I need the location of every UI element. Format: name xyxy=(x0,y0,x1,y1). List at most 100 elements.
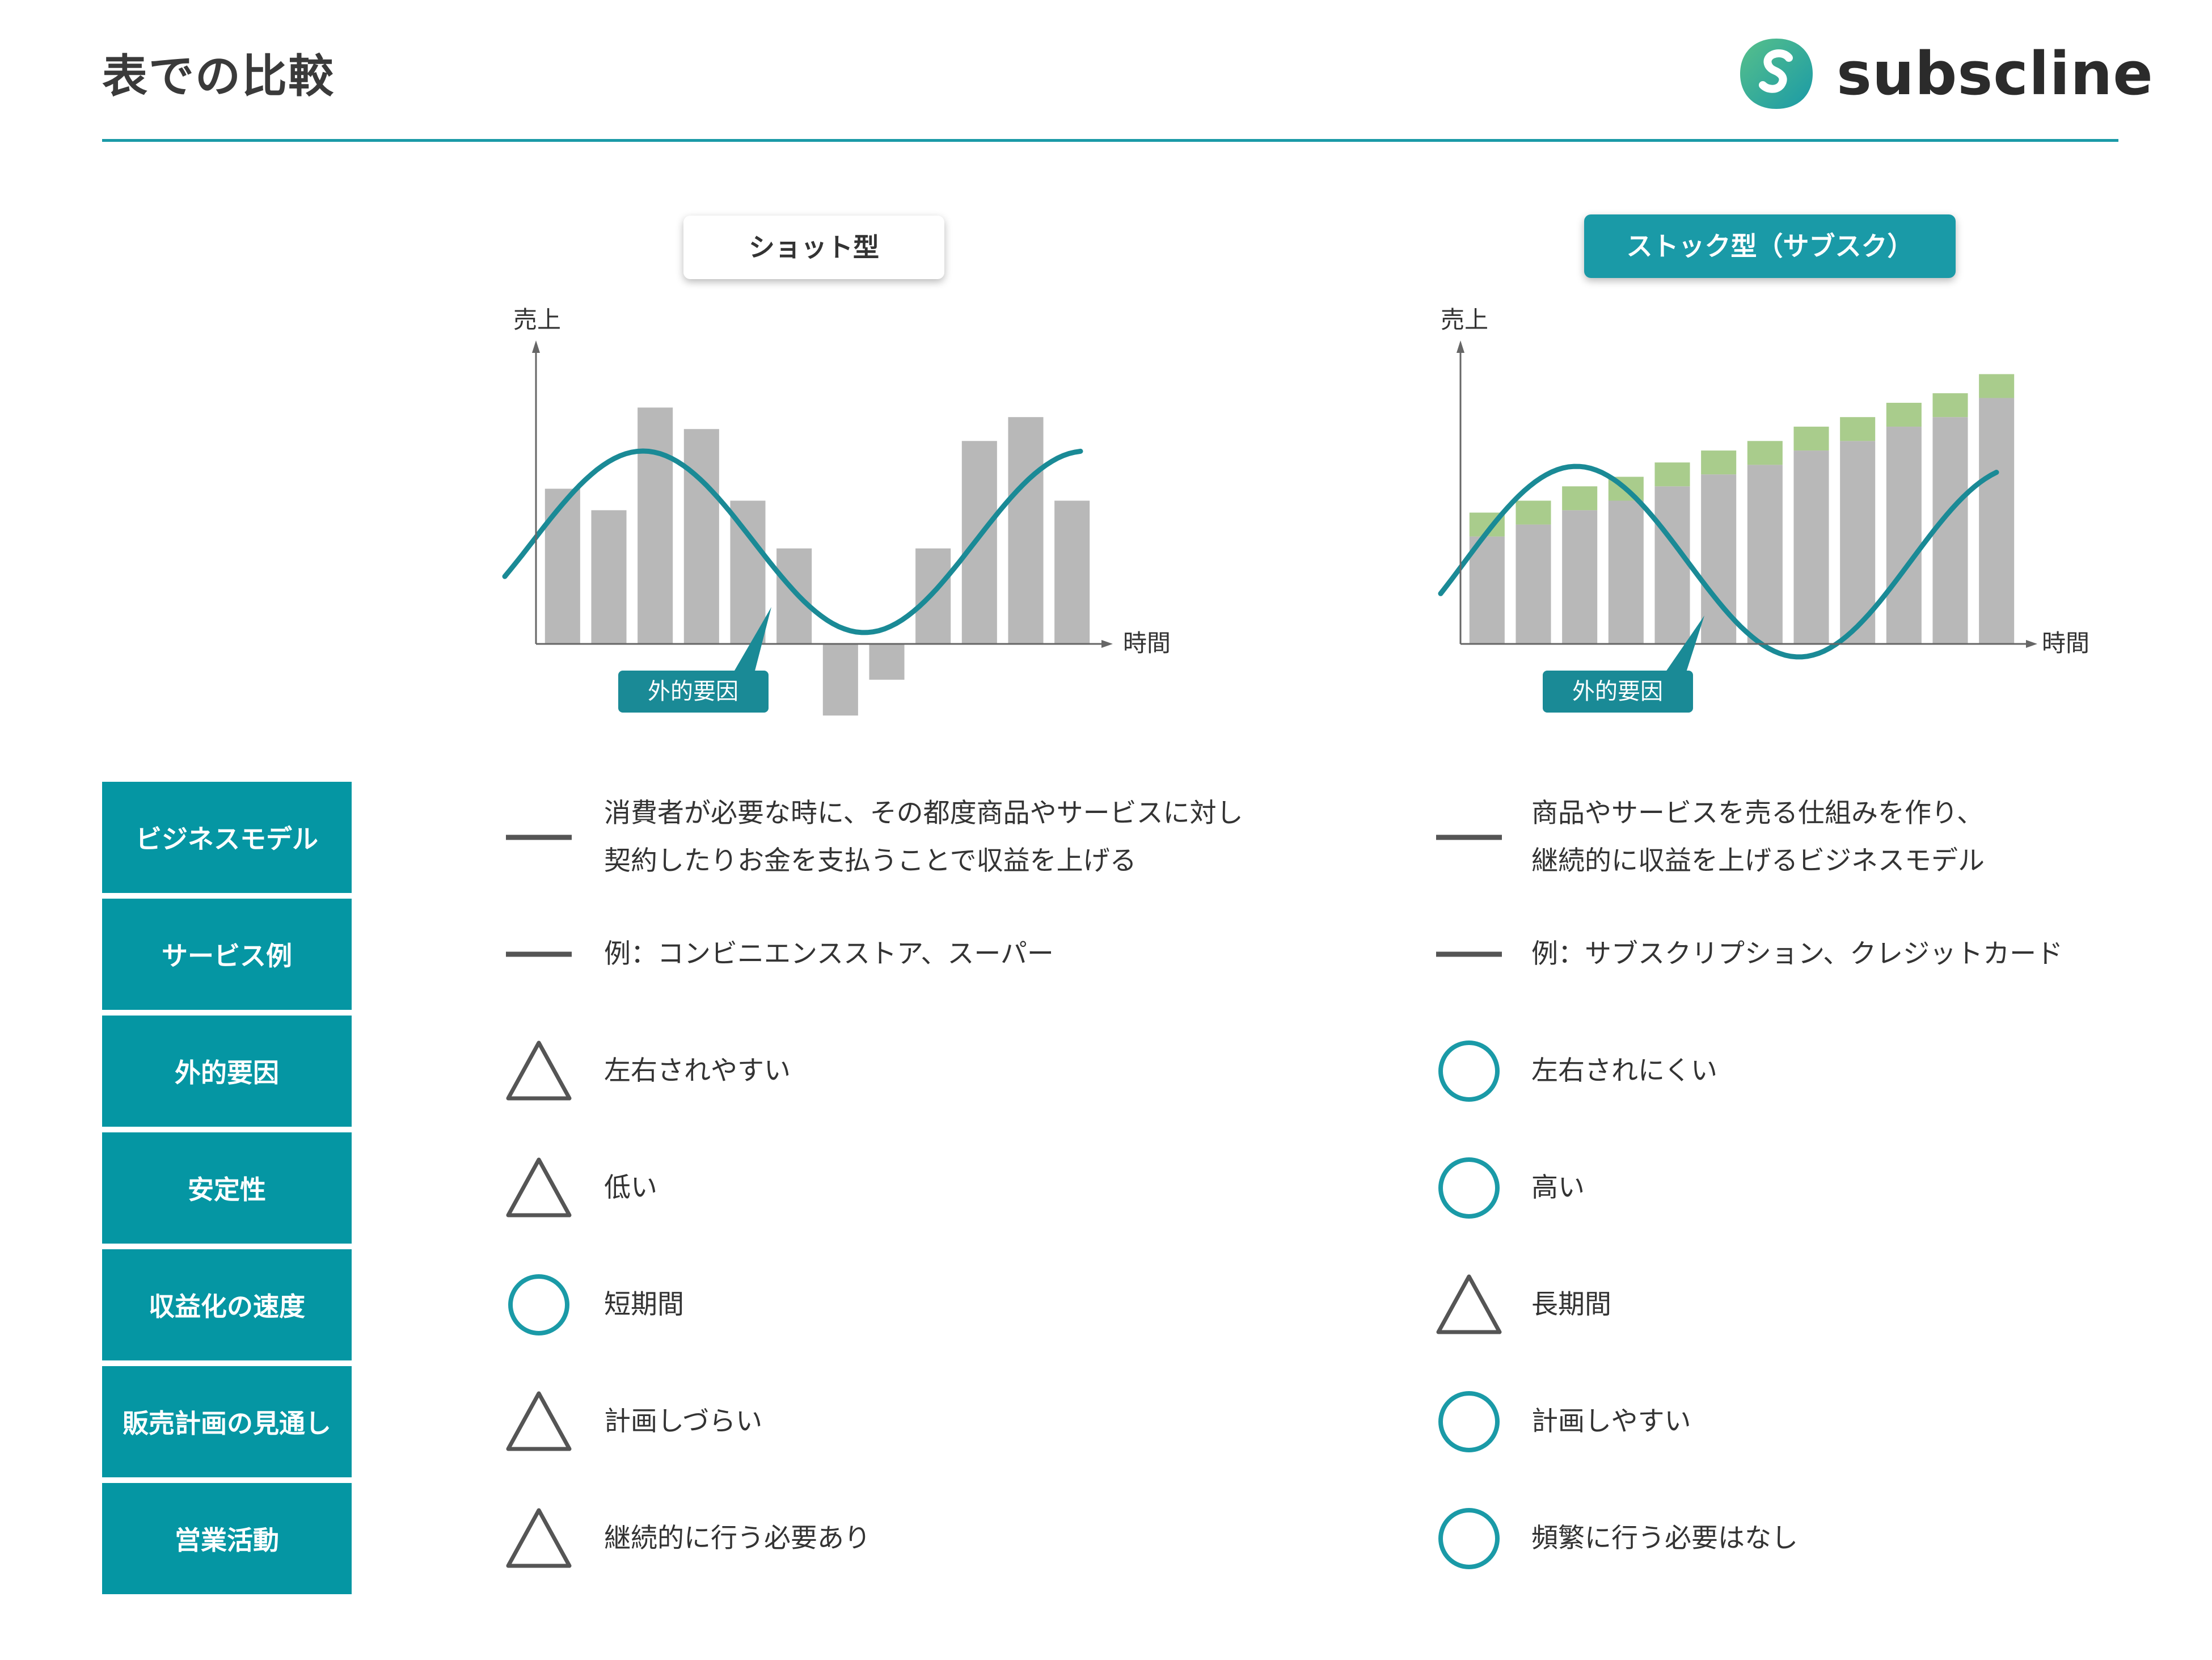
callout-box xyxy=(1543,671,1693,713)
stock-cell-text: 長期間 xyxy=(1531,1281,1611,1329)
shot-sales-chart: 売上 時間 外的要因 xyxy=(502,306,1171,716)
circle-icon xyxy=(1438,1508,1500,1569)
triangle-icon xyxy=(1436,1274,1502,1334)
bar-segment-top xyxy=(1886,402,1922,427)
bar-segment-top xyxy=(1701,450,1737,475)
circle-icon xyxy=(1438,1157,1500,1219)
bar xyxy=(683,429,719,644)
bar xyxy=(1054,500,1090,644)
shot-cell-text: 消費者が必要な時に、その都度商品やサービスに対し 契約したりお金を支払うことで収益… xyxy=(604,790,1243,885)
cell-line: 左右されやすい xyxy=(604,1055,791,1086)
bar xyxy=(1886,427,1922,644)
triangle-icon xyxy=(506,1040,572,1101)
row-label: 販売計画の見通し xyxy=(102,1366,352,1477)
x-axis-arrow xyxy=(1101,640,1113,648)
cell-line: 例：コンビニエンスストア、スーパー xyxy=(604,938,1054,970)
bar-segment-top xyxy=(1793,427,1829,451)
stock-cell-text: 商品やサービスを売る仕組みを作り、 継続的に収益を上げるビジネスモデル xyxy=(1531,790,1985,885)
cell-line: 継続的に収益を上げるビジネスモデル xyxy=(1531,845,1985,877)
cell-line: 左右されにくい xyxy=(1531,1055,1718,1086)
bar xyxy=(638,407,673,644)
row-label: 安定性 xyxy=(102,1132,352,1244)
bar-segment-top xyxy=(1516,500,1551,525)
callout-label: 外的要因 xyxy=(1572,679,1663,705)
chart-bars xyxy=(544,407,1090,716)
bar xyxy=(1516,524,1551,644)
cell-line: 計画しやすい xyxy=(1531,1406,1691,1437)
bar xyxy=(544,488,580,644)
subscline-logo-icon xyxy=(1740,39,1813,109)
bar xyxy=(1008,417,1044,644)
shot-cell-text: 計画しづらい xyxy=(604,1398,762,1446)
shot-cell-text: 短期間 xyxy=(604,1281,684,1329)
y-axis-label: 売上 xyxy=(1441,306,1488,334)
cell-line: 長期間 xyxy=(1531,1289,1611,1320)
page-title: 表での比較 xyxy=(102,50,335,103)
shot-cell-text: 例：コンビニエンスストア、スーパー xyxy=(604,930,1054,978)
x-axis-arrow xyxy=(2026,640,2037,648)
circle-icon xyxy=(508,1274,569,1335)
bar xyxy=(1793,450,1829,644)
circle-icon xyxy=(1438,1391,1500,1452)
stock-cell-text: 左右されにくい xyxy=(1531,1047,1717,1095)
bar xyxy=(822,644,858,716)
cell-line: 高い xyxy=(1531,1172,1585,1203)
bar xyxy=(591,510,627,644)
x-axis-label: 時間 xyxy=(1123,629,1171,657)
bar xyxy=(1979,398,2015,644)
stock-cell-text: 計画しやすい xyxy=(1531,1398,1691,1446)
shot-cell-text: 左右されやすい xyxy=(604,1047,791,1095)
brand-name: subscline xyxy=(1837,39,2154,108)
bar xyxy=(1562,510,1598,644)
bar xyxy=(776,548,812,644)
row-label: 外的要因 xyxy=(102,1016,352,1127)
bar-segment-top xyxy=(1979,374,2015,398)
shot-cell-text: 低い xyxy=(604,1164,657,1212)
header-divider xyxy=(102,139,2118,142)
bar-segment-top xyxy=(1840,417,1876,441)
bar-segment-top xyxy=(1747,441,1783,465)
bar xyxy=(1747,465,1783,644)
bar xyxy=(869,644,905,680)
y-axis-arrow xyxy=(1457,340,1464,353)
shot-cell-text: 継続的に行う必要あり xyxy=(604,1515,871,1562)
cell-line: 低い xyxy=(604,1172,657,1203)
bar-segment-top xyxy=(1654,462,1690,487)
y-axis-label: 売上 xyxy=(513,306,561,334)
bar xyxy=(961,441,997,644)
circle-icon xyxy=(1438,1040,1500,1102)
stock-cell-text: 頻繁に行う必要はなし xyxy=(1531,1515,1798,1562)
stock-cell-text: 高い xyxy=(1531,1164,1585,1212)
cell-line: 例：サブスクリプション、クレジットカード xyxy=(1531,938,2063,970)
row-label: 収益化の速度 xyxy=(102,1249,352,1360)
stock-cell-text: 例：サブスクリプション、クレジットカード xyxy=(1531,930,2063,978)
row-label: サービス例 xyxy=(102,899,352,1010)
dash-icon xyxy=(506,835,572,840)
row-label: ビジネスモデル xyxy=(102,782,352,893)
chart-bars xyxy=(1469,374,2015,644)
bar xyxy=(1608,500,1644,644)
cell-line: 商品やサービスを売る仕組みを作り、 xyxy=(1531,798,1984,829)
cell-line: 継続的に行う必要あり xyxy=(604,1523,871,1554)
trend-line xyxy=(1438,464,1999,660)
cell-line: 計画しづらい xyxy=(604,1406,763,1437)
x-axis-label: 時間 xyxy=(2042,629,2089,657)
cell-line: 短期間 xyxy=(604,1289,684,1320)
triangle-icon xyxy=(506,1391,572,1451)
trend-line xyxy=(502,448,1083,635)
callout-label: 外的要因 xyxy=(648,679,738,705)
bar xyxy=(1654,486,1690,644)
bar xyxy=(1932,417,1968,644)
row-label: 営業活動 xyxy=(102,1483,352,1594)
cell-line: 契約したりお金を支払うことで収益を上げる xyxy=(604,845,1137,877)
column-tag-shot: ショット型 xyxy=(683,216,944,279)
bar xyxy=(730,500,766,644)
callout-box xyxy=(618,671,769,713)
callout-pointer xyxy=(1662,616,1704,677)
triangle-icon xyxy=(506,1157,572,1217)
cell-line: 消費者が必要な時に、その都度商品やサービスに対し xyxy=(604,798,1243,829)
bar-segment-top xyxy=(1562,486,1598,511)
column-tag-stock: ストック型（サブスク） xyxy=(1584,214,1956,278)
cell-line: 頻繁に行う必要はなし xyxy=(1531,1523,1798,1554)
triangle-icon xyxy=(506,1508,572,1568)
